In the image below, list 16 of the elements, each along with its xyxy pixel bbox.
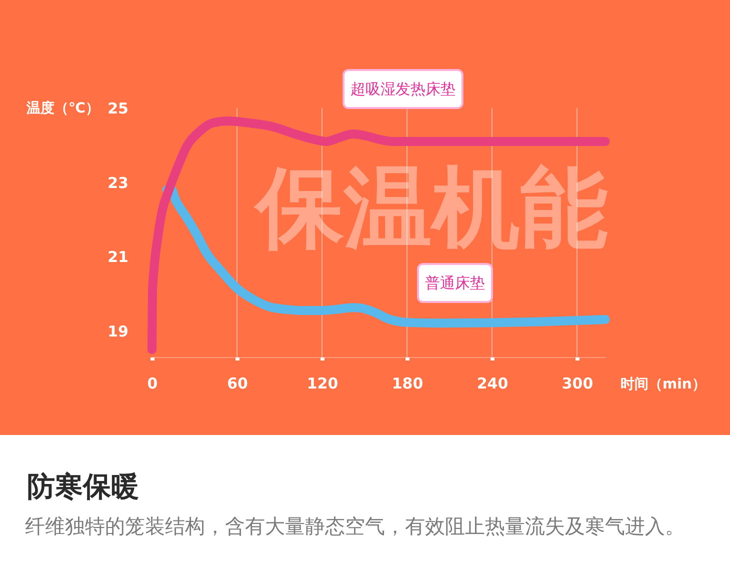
x-axis-title: 时间（min） <box>620 376 706 392</box>
y-tick-label: 21 <box>108 248 128 266</box>
y-tick-label: 25 <box>108 100 128 118</box>
y-tick-label: 23 <box>108 174 128 192</box>
text: 超吸湿发热床垫 <box>350 80 456 98</box>
y-tick-label: 19 <box>108 322 128 340</box>
x-tick-label: 300 <box>562 374 594 392</box>
x-tick-label: 180 <box>392 374 424 392</box>
text: 防寒保暖 <box>27 470 139 503</box>
x-tick-label: 240 <box>476 374 508 392</box>
text: 普通床垫 <box>425 274 485 292</box>
x-tick-label: 120 <box>306 374 338 392</box>
x-tick-label: 0 <box>147 374 158 392</box>
x-tick-label: 60 <box>227 374 248 392</box>
text: 纤维独特的笼装结构，含有大量静态空气，有效阻止热量流失及寒气进入。 <box>25 514 685 538</box>
y-axis-title: 温度（℃） <box>26 100 100 116</box>
